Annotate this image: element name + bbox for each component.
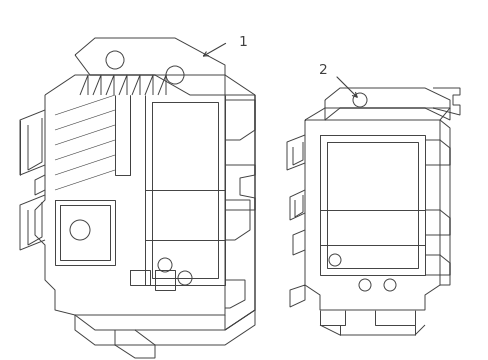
Text: 1: 1	[238, 35, 246, 49]
Text: 2: 2	[318, 63, 326, 77]
